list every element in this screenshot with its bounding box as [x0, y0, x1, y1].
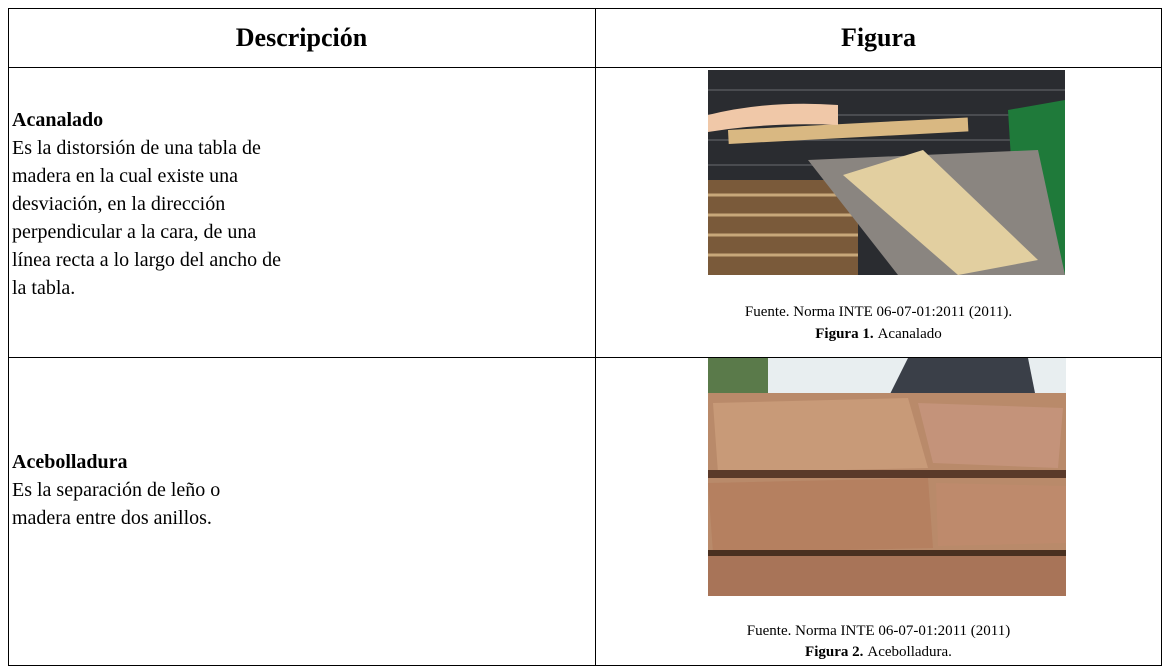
description-line: Es la distorsión de una tabla de: [12, 137, 261, 159]
figure-label: Figura 2.: [805, 644, 864, 660]
table-border: [1161, 8, 1162, 666]
description-cell: Acanalado Es la distorsión de una tabla …: [12, 106, 572, 302]
photo: [708, 358, 1066, 596]
row-divider: [8, 67, 1162, 68]
table-border: [8, 8, 9, 666]
column-header: Figura: [840, 23, 917, 52]
figure-title: Acanalado: [877, 326, 942, 342]
description-line: madera entre dos anillos.: [12, 507, 212, 529]
term: Acebolladura: [12, 451, 128, 473]
figure-source: Fuente. Norma INTE 06-07-01:2011 (2011).: [744, 304, 1013, 320]
figure-caption: Figura 1. Acanalado: [595, 324, 1162, 344]
photo: [708, 70, 1065, 275]
description-line: la tabla.: [12, 277, 76, 299]
figure-source: Fuente. Norma INTE 06-07-01:2011 (2011): [746, 623, 1011, 639]
column-header: Descripción: [235, 23, 368, 52]
description-line: desviación, en la dirección: [12, 193, 226, 215]
row-divider: [8, 357, 1162, 358]
description-line: Es la separación de leño o: [12, 479, 221, 501]
table-border: [8, 8, 1162, 9]
description-line: madera en la cual existe una: [12, 165, 238, 187]
figure-caption: Figura 2. Acebolladura.: [595, 642, 1162, 662]
description-line: perpendicular a la cara, de una: [12, 221, 257, 243]
term: Acanalado: [12, 109, 104, 131]
description-line: línea recta a lo largo del ancho de: [12, 249, 281, 271]
figure-title: Acebolladura.: [867, 644, 952, 660]
description-cell: Acebolladura Es la separación de leño o …: [12, 448, 572, 532]
figure-label: Figura 1.: [815, 326, 874, 342]
column-divider: [595, 8, 596, 666]
table-border: [8, 665, 1162, 666]
